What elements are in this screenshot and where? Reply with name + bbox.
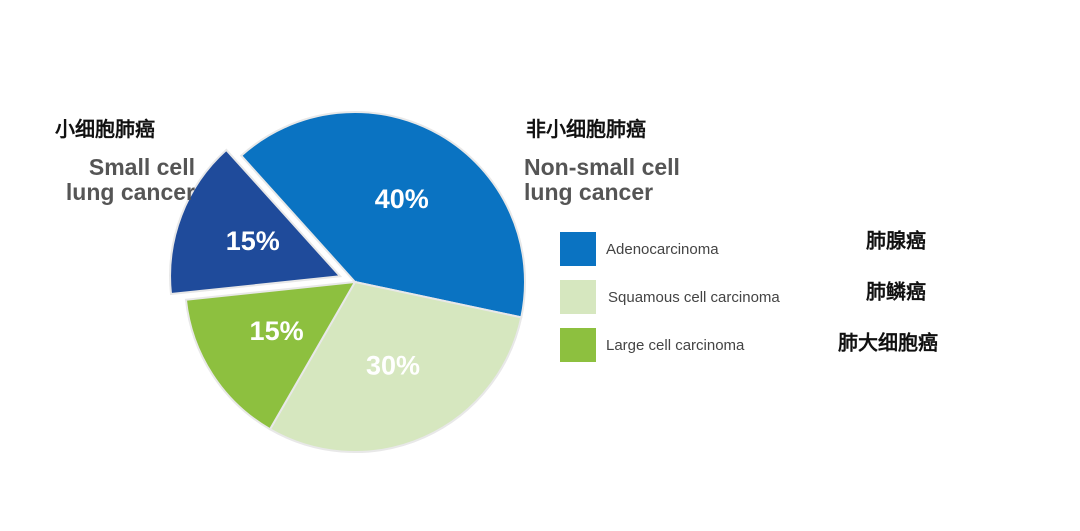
legend-label-zh: 肺腺癌	[866, 229, 926, 253]
pie-slice	[268, 280, 523, 453]
legend-swatch	[560, 232, 596, 266]
pie-slice	[239, 111, 526, 319]
pie-slice	[184, 280, 357, 431]
group-label: Non-small cell lung cancer	[524, 154, 680, 205]
legend-swatch	[560, 328, 596, 362]
small-cell-label: Small cell lung cancer	[65, 154, 195, 205]
value-label: 40%	[375, 184, 429, 214]
legend-label: Squamous cell carcinoma	[608, 289, 780, 306]
group-label-zh: 非小细胞肺癌	[526, 117, 646, 141]
legend-label: Large cell carcinoma	[606, 337, 745, 354]
value-label: 30%	[366, 351, 420, 381]
legend-label-zh: 肺大细胞癌	[838, 331, 938, 355]
small-cell-zh: 小细胞肺癌	[55, 117, 155, 141]
legend-swatch	[560, 280, 596, 314]
legend-label-zh: 肺鳞癌	[866, 280, 926, 304]
legend-label: Adenocarcinoma	[606, 241, 719, 258]
value-label: 15%	[250, 316, 304, 346]
pie-slice	[169, 148, 343, 296]
value-label: 15%	[226, 226, 280, 256]
